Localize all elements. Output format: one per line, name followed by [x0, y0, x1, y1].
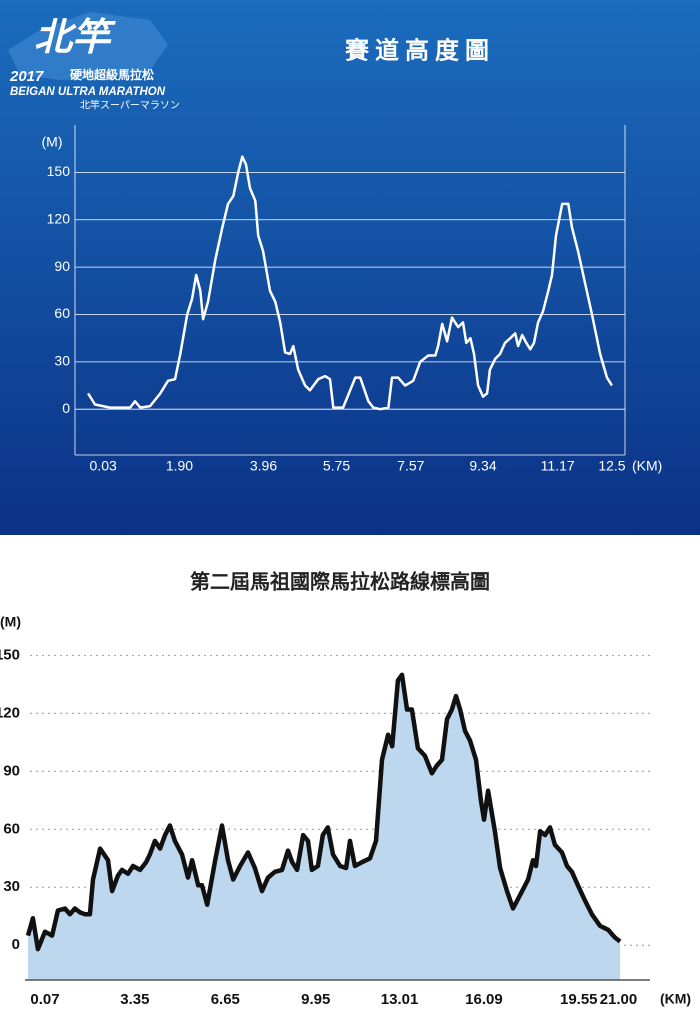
- x-tick-label: 11.17: [541, 458, 575, 474]
- x-tick-label: 9.34: [469, 458, 496, 474]
- x-tick-label: 0.03: [90, 458, 117, 474]
- x-tick-label: 0.07: [30, 991, 59, 1008]
- y-tick-label: 30: [3, 878, 20, 895]
- x-tick-label: 9.95: [301, 991, 330, 1008]
- x-axis-label: (KM): [632, 458, 662, 474]
- chart-1: 賽道高度圖 (M) (KM) 0 30 60 90 120 150 0.03 1.90 3.96 5.7…: [42, 36, 663, 473]
- y-tick-label: 60: [54, 305, 70, 321]
- chart-title: 賽道高度圖: [344, 36, 495, 64]
- y-tick-label: 60: [3, 820, 20, 837]
- x-tick-label: 16.09: [465, 991, 503, 1008]
- y-tick-label: 0: [62, 400, 70, 416]
- chart-title: 第二屆馬祖國際馬拉松路線標高圖: [190, 569, 490, 593]
- elevation-line: [25, 672, 622, 952]
- x-tick-label: 12.5: [598, 458, 625, 474]
- x-tick-label: 6.65: [211, 991, 240, 1008]
- x-tick-label: 3.96: [250, 458, 277, 474]
- x-axis-label: (KM): [660, 991, 691, 1007]
- logo: 北竿 2017 硬地超級馬拉松 BEIGAN ULTRA MARATHON 北竿…: [8, 12, 180, 112]
- chart-2: 第二屆馬祖國際馬拉松路線標高圖 (M) (KM) 0 30 60 90 120 150 0.07 3…: [0, 569, 691, 1008]
- y-tick-label: 150: [47, 163, 71, 179]
- x-tick-label: 7.57: [397, 458, 424, 474]
- logo-mark: 北竿: [34, 17, 116, 59]
- logo-island: [8, 12, 168, 80]
- elevation-line: [87, 155, 613, 411]
- y-tick-label: 120: [0, 704, 20, 721]
- x-tick-label: 3.35: [120, 991, 149, 1008]
- y-tick-label: 150: [0, 646, 20, 663]
- y-tick-label: 120: [47, 210, 71, 226]
- x-tick-label: 21.00: [600, 991, 638, 1008]
- logo-year: 2017: [9, 68, 44, 85]
- x-tick-label: 13.01: [381, 991, 419, 1008]
- logo-name-zh: 硬地超級馬拉松: [70, 67, 154, 82]
- y-tick-label: 0: [12, 936, 20, 953]
- y-tick-label: 90: [3, 762, 20, 779]
- x-tick-label: 1.90: [166, 458, 193, 474]
- x-tick-label: 5.75: [323, 458, 350, 474]
- y-axis-label: (M): [0, 614, 21, 630]
- y-axis-label: (M): [42, 134, 63, 150]
- y-tick-label: 90: [54, 258, 70, 274]
- logo-name-en: BEIGAN ULTRA MARATHON: [10, 86, 166, 98]
- logo-name-jp: 北竿スーパーマラソン: [80, 99, 180, 112]
- x-tick-label: 19.55: [560, 991, 598, 1008]
- y-tick-label: 30: [54, 353, 70, 369]
